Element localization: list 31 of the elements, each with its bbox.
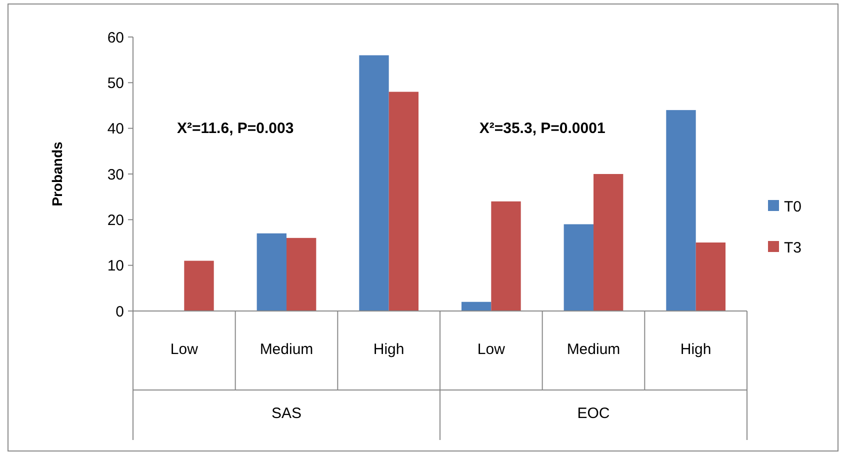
bar: [696, 242, 726, 311]
y-tick-label: 60: [107, 29, 124, 46]
annotation: X²=35.3, P=0.0001: [479, 120, 606, 137]
bar: [564, 224, 594, 311]
bar: [666, 110, 696, 311]
bar: [594, 174, 624, 311]
y-tick-label: 0: [116, 303, 124, 320]
bar: [388, 92, 419, 311]
y-tick-label: 30: [107, 166, 124, 184]
y-tick-label: 40: [107, 120, 124, 138]
y-axis-title: Probands: [49, 142, 65, 206]
bar: [359, 55, 389, 311]
x-tick-label: Medium: [566, 341, 620, 358]
x-tick-label: High: [680, 341, 712, 358]
bar: [286, 238, 316, 311]
y-tick-label: 10: [107, 258, 124, 275]
bar: [184, 260, 214, 311]
annotation: X²=11.6, P=0.003: [176, 120, 294, 137]
x-tick-label: Low: [170, 341, 198, 358]
legend-label: T0: [784, 198, 802, 216]
x-tick-label: High: [373, 341, 404, 358]
y-tick-label: 50: [107, 74, 124, 92]
bar: [256, 233, 286, 311]
text: EOC: [577, 405, 610, 422]
legend-label: T3: [784, 239, 802, 256]
bar: [491, 201, 521, 311]
x-tick-label: Medium: [260, 341, 314, 358]
x-tick-label: Low: [477, 341, 506, 358]
text: SAS: [271, 405, 302, 422]
bar: [461, 302, 492, 311]
y-tick-label: 20: [107, 212, 124, 229]
